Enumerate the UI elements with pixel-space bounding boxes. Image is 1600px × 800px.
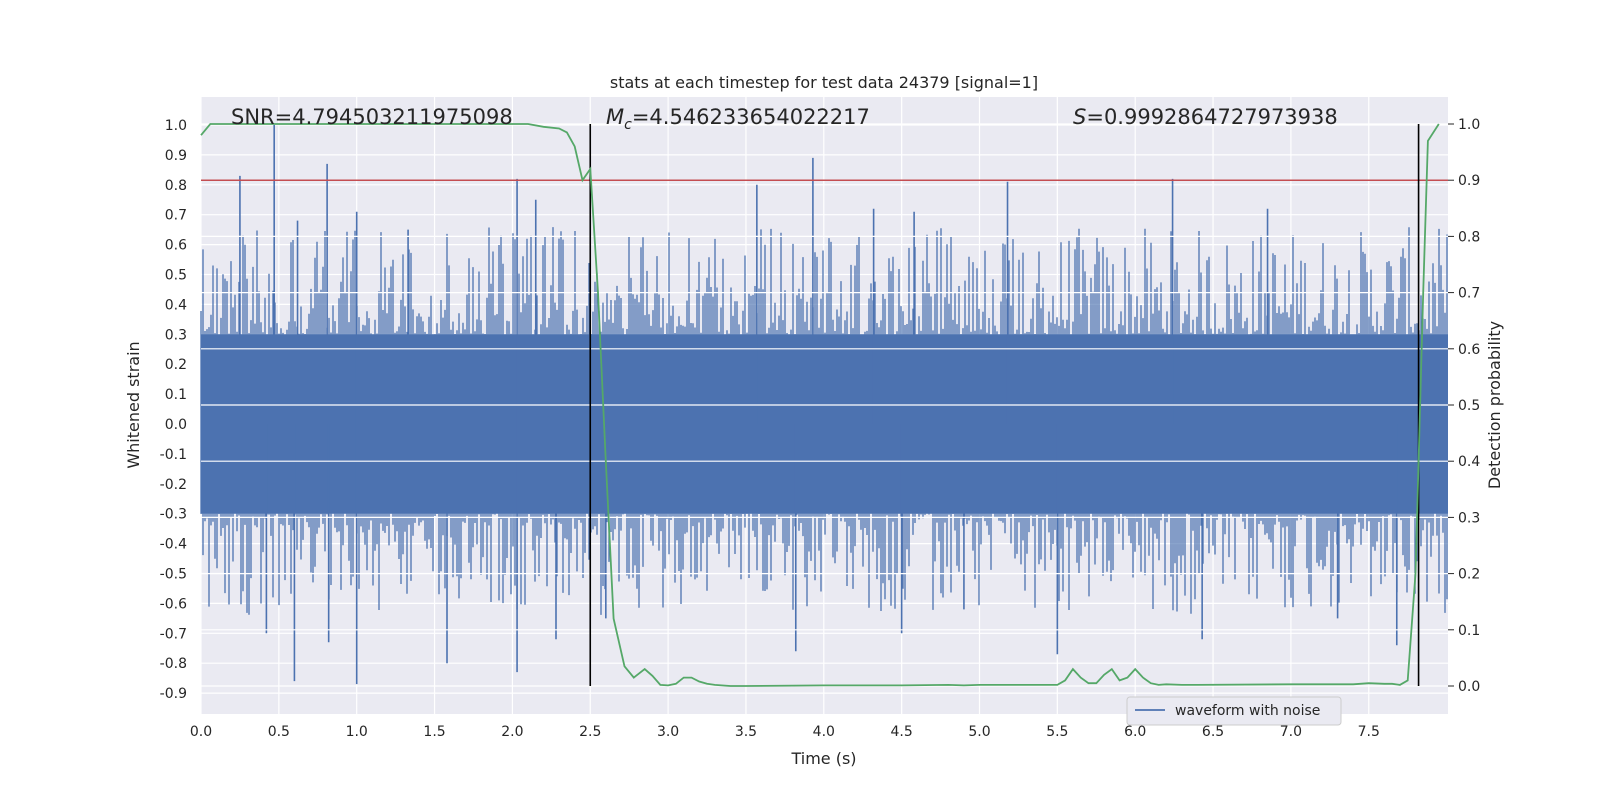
s-label: S [1073,105,1086,129]
y-tick-label: -0.7 [160,626,187,642]
x-tick-label: 3.5 [735,724,757,740]
y-tick-label: -0.9 [160,686,187,702]
x-axis-ticks: 0.0 0.5 1.0 1.5 2.0 2.5 3.0 3.5 4.0 4.5 5.0 5.5 6.0 6… [190,724,1380,740]
y-tick-label: 0.5 [165,268,187,284]
y-tick-label: -0.4 [160,537,187,553]
y-tick-label: 0.7 [165,208,187,224]
x-tick-label: 5.5 [1046,724,1068,740]
x-tick-label: 4.0 [813,724,835,740]
legend-box [1126,696,1342,726]
x-tick-label: 6.0 [1124,724,1146,740]
y-tick-label: 0.4 [165,297,187,313]
y-axis-ticks: 1.0 0.9 0.8 0.7 0.6 0.5 0.4 0.3 0.2 0.1 0.0 -0.1 -0.… [160,118,187,702]
y2-tick-label: 0.2 [1458,567,1480,583]
y2-tick-label: 0.8 [1458,229,1480,245]
y-tick-label: 0.3 [165,327,187,343]
y-tick-label: 0.9 [165,148,187,164]
x-tick-label: 0.0 [190,724,212,740]
x-tick-label: 5.0 [968,724,990,740]
y2-tick-label: 0.1 [1458,623,1480,639]
x-tick-label: 3.0 [657,724,679,740]
y2-axis-ticks: 1.0 0.9 0.8 0.7 0.6 0.5 0.4 0.3 0.2 0.1 0.0 [1448,117,1480,695]
mc-subscript: c [624,117,632,133]
x-tick-label: 2.0 [501,724,523,740]
waveform-series [200,125,1448,685]
y-tick-label: -0.8 [160,656,187,672]
chart-title: stats at each timestep for test data 243… [610,73,1038,92]
s-value: =0.9992864727973938 [1086,105,1337,129]
mc-annotation: Mc=4.546233654022217 [606,105,870,133]
y2-tick-label: 0.4 [1458,454,1480,470]
y-tick-label: -0.5 [160,567,187,583]
legend: waveform with noise [1126,696,1342,726]
x-tick-label: 6.5 [1202,724,1224,740]
waveform-noise [200,227,1448,615]
x-tick-label: 1.5 [423,724,445,740]
x-tick-label: 1.0 [346,724,368,740]
y2-tick-label: 0.3 [1458,510,1480,526]
x-tick-label: 7.5 [1358,724,1380,740]
y-tick-label: -0.2 [160,477,187,493]
y2-tick-label: 0.5 [1458,398,1480,414]
y-tick-label: 0.6 [165,238,187,254]
y2-tick-label: 0.9 [1458,173,1480,189]
y2-tick-label: 0.7 [1458,286,1480,302]
y2-tick-label: 0.6 [1458,342,1480,358]
y2-tick-label: 0.0 [1458,679,1480,695]
x-tick-label: 2.5 [579,724,601,740]
snr-annotation: SNR=4.794503211975098 [231,105,513,129]
y-tick-label: 1.0 [165,118,187,134]
y-tick-label: 0.8 [165,178,187,194]
legend-entry: waveform with noise [1175,703,1320,719]
x-axis-label: Time (s) [790,749,856,768]
y-tick-label: -0.1 [160,447,187,463]
mc-value: =4.546233654022217 [632,105,870,129]
y-tick-label: 0.0 [165,417,187,433]
y-tick-label: -0.3 [160,507,187,523]
x-tick-label: 0.5 [268,724,290,740]
x-tick-label: 7.0 [1280,724,1302,740]
detection-probability-line [200,123,1440,687]
s-annotation: S=0.9992864727973938 [1073,105,1338,129]
y-axis-label: Whitened strain [124,341,143,468]
y2-tick-label: 1.0 [1458,117,1480,133]
mc-label: M [606,105,624,129]
x-tick-label: 4.5 [891,724,913,740]
y-tick-label: 0.2 [165,357,187,373]
y-tick-label: 0.1 [165,387,187,403]
y2-axis-label: Detection probability [1485,321,1504,489]
y-tick-label: -0.6 [160,596,187,612]
overlays [200,123,1448,687]
